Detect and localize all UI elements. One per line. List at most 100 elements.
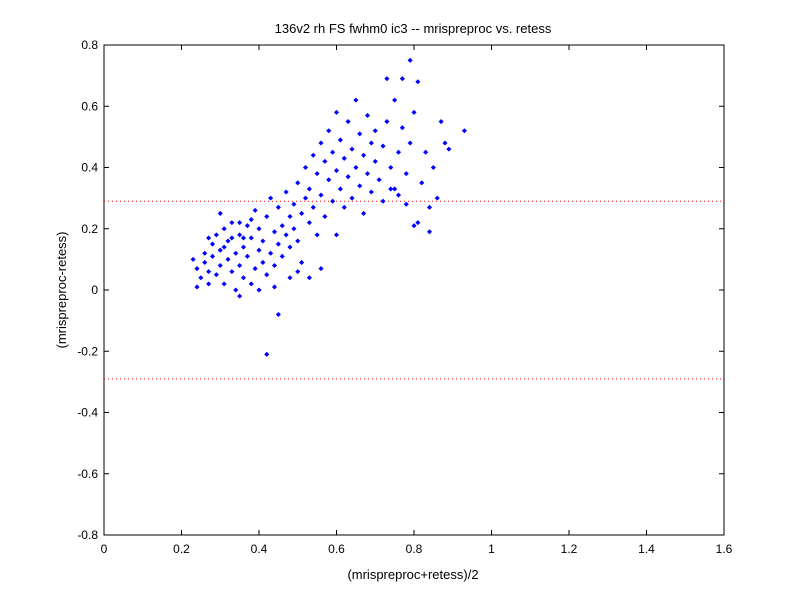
data-point — [357, 183, 363, 189]
y-tick-label: -0.8 — [77, 528, 98, 542]
data-point — [388, 186, 394, 192]
data-point — [322, 158, 328, 164]
data-point — [368, 189, 374, 195]
chart-title: 136v2 rh FS fwhm0 ic3 -- mrispreproc vs.… — [275, 21, 552, 36]
data-point — [411, 223, 417, 229]
data-point — [318, 266, 324, 272]
data-point — [287, 244, 293, 250]
data-point — [426, 204, 433, 210]
data-point — [407, 140, 413, 146]
y-tick-label: 0.8 — [81, 38, 98, 52]
data-point — [415, 220, 421, 226]
data-point — [287, 213, 293, 220]
x-tick-label: 0 — [101, 542, 108, 556]
data-point — [302, 164, 309, 171]
data-point — [330, 198, 336, 204]
data-point — [299, 259, 305, 265]
y-tick-label: -0.2 — [77, 344, 98, 358]
data-point — [221, 226, 227, 232]
data-point — [295, 180, 301, 186]
data-point — [237, 232, 243, 238]
data-point — [271, 284, 278, 290]
data-point — [337, 137, 343, 143]
data-point — [372, 158, 378, 164]
data-point — [310, 204, 316, 210]
data-point — [190, 256, 196, 262]
x-tick-label: 0.4 — [251, 542, 268, 556]
data-point — [194, 284, 200, 290]
data-point — [248, 217, 254, 223]
data-point — [225, 238, 231, 244]
data-point — [225, 256, 231, 262]
data-point — [283, 189, 289, 195]
data-point — [221, 244, 227, 250]
data-point — [217, 210, 223, 216]
data-point — [237, 262, 243, 269]
data-point — [314, 171, 320, 177]
y-tick-label: -0.6 — [77, 467, 98, 481]
data-point — [330, 149, 336, 155]
data-point — [217, 262, 223, 269]
data-point — [256, 247, 262, 253]
data-point — [310, 152, 316, 158]
data-point — [248, 235, 254, 241]
data-point — [395, 192, 402, 198]
data-point — [268, 195, 274, 201]
data-point — [403, 171, 409, 177]
data-point — [233, 287, 239, 293]
data-point — [271, 262, 278, 269]
x-tick-label: 0.6 — [328, 542, 345, 556]
data-point — [291, 201, 297, 207]
x-axis-label: (mrispreproc+retess)/2 — [347, 567, 478, 582]
data-point — [221, 281, 227, 287]
y-axis-label: (mrispreproc-retess) — [54, 231, 69, 348]
data-point — [252, 207, 258, 213]
data-point — [264, 213, 270, 220]
data-point — [260, 238, 266, 244]
data-point — [202, 250, 208, 256]
data-point — [314, 232, 320, 238]
data-point — [209, 241, 216, 247]
data-point — [260, 259, 266, 265]
data-point — [202, 259, 208, 265]
data-point — [326, 177, 332, 183]
data-point — [357, 131, 363, 137]
data-point — [229, 235, 235, 241]
x-tick-label: 1.2 — [561, 542, 578, 556]
data-point — [388, 164, 394, 171]
data-point — [248, 281, 254, 287]
data-point — [291, 226, 297, 232]
data-point — [229, 220, 235, 226]
data-point — [275, 241, 281, 247]
data-point — [271, 229, 278, 235]
data-point — [198, 275, 204, 281]
y-tick-label: 0 — [91, 283, 98, 297]
data-point — [403, 201, 409, 207]
data-point — [302, 195, 309, 201]
data-point — [372, 128, 378, 134]
data-point — [229, 269, 235, 275]
data-point — [275, 311, 281, 318]
y-tick-label: 0.2 — [81, 222, 98, 236]
data-point — [213, 272, 219, 278]
data-point — [349, 146, 355, 152]
data-point — [376, 177, 382, 183]
data-point — [361, 210, 367, 216]
data-point — [461, 128, 467, 134]
data-point — [341, 204, 347, 210]
data-point — [442, 140, 448, 146]
data-point — [240, 244, 247, 250]
data-point — [306, 275, 312, 281]
data-point — [353, 164, 359, 171]
data-point — [361, 152, 367, 158]
data-point — [395, 149, 402, 155]
data-point — [322, 213, 328, 220]
data-point — [430, 164, 436, 171]
data-point — [333, 232, 340, 238]
data-point — [306, 186, 312, 192]
data-point — [349, 195, 355, 201]
data-point — [295, 238, 301, 244]
data-point — [434, 195, 440, 201]
